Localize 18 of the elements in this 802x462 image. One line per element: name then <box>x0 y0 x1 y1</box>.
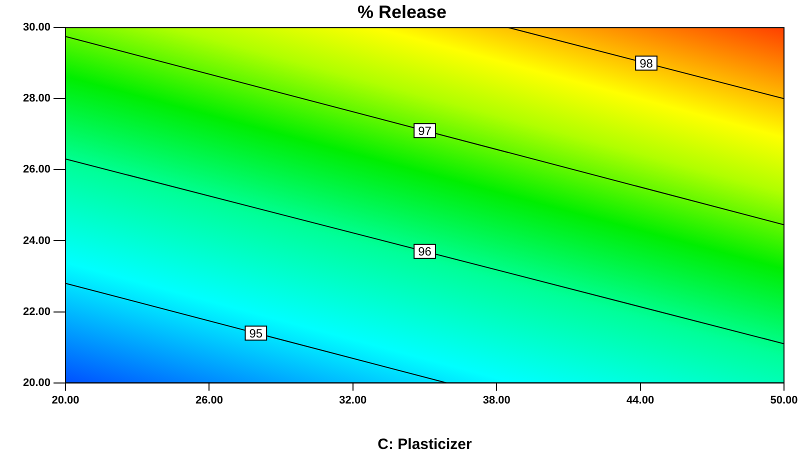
x-tick-label: 38.00 <box>482 394 510 406</box>
x-tick-label: 26.00 <box>195 394 223 406</box>
x-tick-label: 20.00 <box>52 394 80 406</box>
y-tick-label: 24.00 <box>22 234 51 247</box>
series-label: 95 <box>249 326 263 340</box>
x-tick-label: 50.00 <box>770 394 798 406</box>
y-tick-label: 28.00 <box>22 92 51 105</box>
series-label: 97 <box>418 124 432 138</box>
y-tick-label: 20.00 <box>22 376 51 389</box>
y-tick-label: 30.00 <box>22 22 51 34</box>
x-tick-label: 32.00 <box>339 394 367 406</box>
x-axis-title: C: Plasticizer <box>378 436 472 454</box>
series-label: 98 <box>640 56 654 70</box>
chart-title: % Release <box>357 2 447 22</box>
y-tick-label: 22.00 <box>22 306 51 318</box>
y-tick-label: 26.00 <box>22 164 51 176</box>
x-tick-label: 44.00 <box>626 394 654 406</box>
series-label: 96 <box>418 244 432 259</box>
